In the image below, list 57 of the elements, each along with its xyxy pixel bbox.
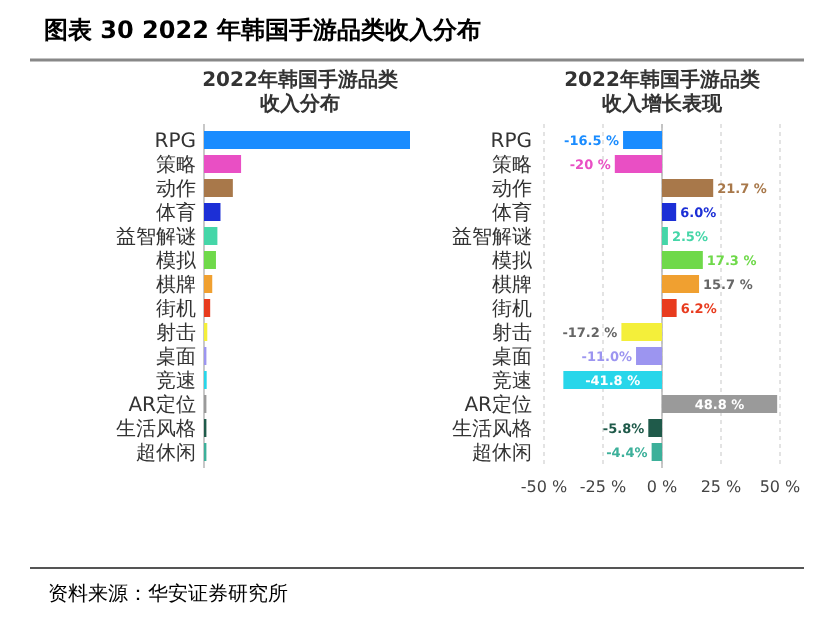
y-tick-label: 模拟 [492, 249, 534, 273]
y-tick-label: 超休闲 [136, 441, 196, 465]
bar [662, 179, 714, 197]
y-tick-label: 街机 [492, 297, 532, 321]
bar [204, 299, 211, 317]
bar [662, 203, 677, 221]
y-tick-label: 桌面 [492, 345, 532, 369]
bar [662, 251, 703, 269]
text: 图表 30 2022 年韩国手游品类收入分布 [44, 16, 482, 44]
bar [204, 155, 242, 173]
bar [623, 131, 662, 149]
y-tick-label: 动作 [492, 179, 532, 201]
bar [204, 179, 233, 197]
x-tick-label: -50 % [520, 478, 568, 496]
bar [204, 251, 216, 269]
bar [662, 299, 677, 317]
y-tick-label: RPG [490, 131, 532, 153]
bar [204, 203, 221, 221]
y-tick-label: 竞速 [492, 369, 532, 393]
y-tick-label: 益智解谜 [116, 225, 196, 249]
y-tick-label: 动作 [156, 179, 196, 201]
y-tick-label: 模拟 [156, 249, 198, 273]
x-tick-label: 25 % [700, 478, 743, 496]
bar [621, 323, 662, 341]
y-tick-label: 射击 [492, 321, 532, 345]
y-tick-label: 生活风格 [116, 417, 196, 441]
bar [662, 227, 668, 245]
y-tick-label: 超休闲 [472, 441, 532, 465]
y-tick-label: 棋牌 [492, 273, 532, 297]
y-tick-label: 棋牌 [156, 273, 196, 297]
y-tick-label: 街机 [156, 297, 196, 321]
bar [648, 419, 662, 437]
text: 资料来源：华安证券研究所 [48, 582, 288, 606]
y-tick-label: 策略 [156, 153, 196, 177]
y-tick-label: 益智解谜 [452, 225, 532, 249]
y-tick-label: 竞速 [156, 369, 196, 393]
x-tick-label: 50 % [759, 478, 802, 496]
bar [614, 155, 662, 173]
y-tick-label: RPG [154, 131, 196, 153]
bar [651, 443, 662, 461]
bar [662, 275, 700, 293]
bar [204, 275, 213, 293]
bar [204, 131, 410, 149]
bar [636, 347, 662, 365]
y-tick-label: AR定位 [464, 393, 532, 417]
bar [204, 227, 218, 245]
chart-title: 2022年韩国手游品类收入增长表现 [564, 68, 760, 116]
x-tick-label: -25 % [579, 478, 627, 496]
y-tick-label: 桌面 [156, 345, 196, 369]
y-tick-label: 策略 [492, 153, 532, 177]
y-tick-label: 生活风格 [452, 417, 532, 441]
y-tick-label: 射击 [156, 321, 196, 345]
y-tick-label: 体育 [492, 201, 532, 225]
y-tick-label: 体育 [156, 201, 196, 225]
chart-title: 2022年韩国手游品类收入分布 [202, 68, 398, 116]
x-tick-label: 0 % [646, 478, 679, 496]
y-tick-label: AR定位 [128, 393, 196, 417]
